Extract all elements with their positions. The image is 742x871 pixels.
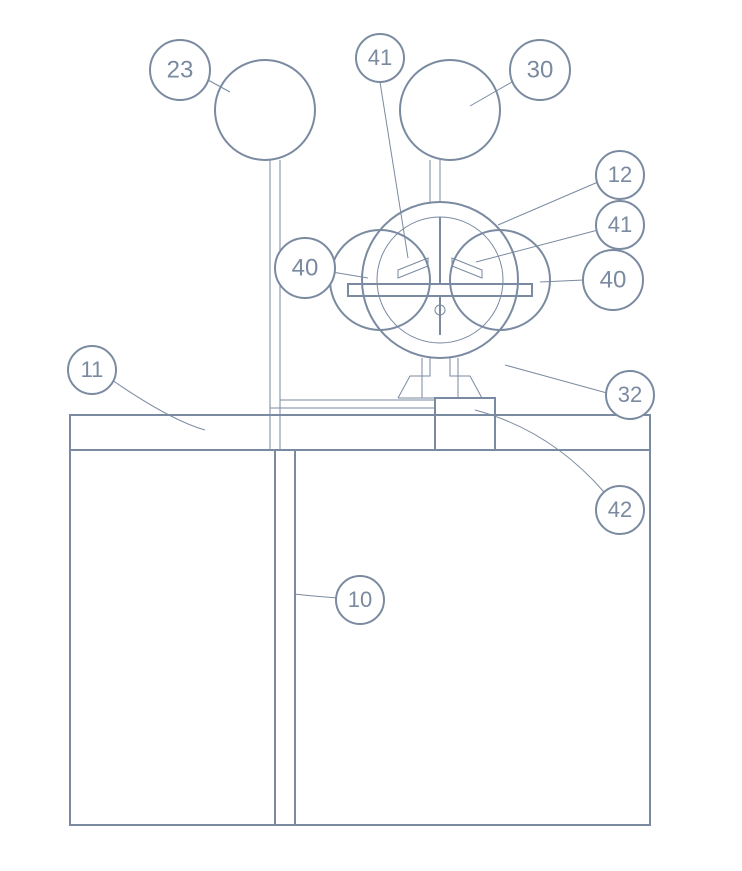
label-text-12: 12 xyxy=(608,162,632,187)
label-text-23: 23 xyxy=(167,56,194,83)
assembly-cross-bar xyxy=(348,284,532,296)
label-text-32: 32 xyxy=(618,382,642,407)
label-text-40b: 40 xyxy=(600,266,627,293)
foot-bracket xyxy=(398,358,482,398)
top-left-sphere xyxy=(215,60,315,160)
propeller-arm-left xyxy=(398,258,428,278)
label-text-30: 30 xyxy=(527,56,554,83)
leader-32 xyxy=(505,365,607,393)
top-right-sphere xyxy=(400,60,500,160)
leader-12 xyxy=(498,182,598,225)
label-text-41a: 41 xyxy=(368,45,392,70)
leader-11 xyxy=(112,380,205,430)
leader-10 xyxy=(294,594,338,598)
assembly-right-sphere xyxy=(450,230,550,330)
label-text-42: 42 xyxy=(608,497,632,522)
leader-30 xyxy=(470,82,512,106)
propeller-arm-right xyxy=(452,258,482,278)
label-text-41b: 41 xyxy=(608,212,632,237)
label-text-11: 11 xyxy=(81,357,104,382)
leader-41b xyxy=(476,230,598,262)
label-text-40a: 40 xyxy=(292,254,319,281)
right-column-base xyxy=(435,398,495,450)
leader-40b xyxy=(540,280,584,282)
assembly-left-sphere xyxy=(330,230,430,330)
label-text-10: 10 xyxy=(348,587,372,612)
